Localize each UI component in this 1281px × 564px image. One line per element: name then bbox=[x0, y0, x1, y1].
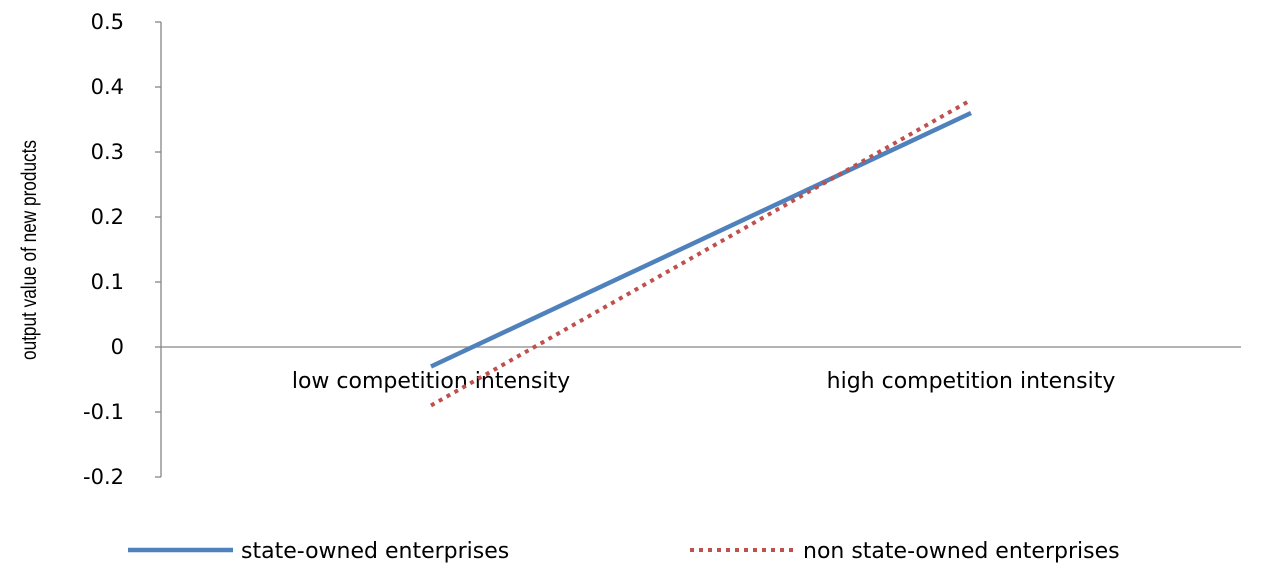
y-tick-label: 0.2 bbox=[91, 205, 124, 229]
legend: state-owned enterprises non state-owned e… bbox=[128, 539, 1120, 564]
y-tick-label: 0.3 bbox=[91, 140, 124, 164]
y-axis-title: output value of new products bbox=[19, 140, 42, 360]
y-tick-label: -0.1 bbox=[83, 400, 124, 424]
y-tick-label: 0.5 bbox=[91, 10, 124, 34]
legend-label-1: state-owned enterprises bbox=[241, 539, 509, 564]
series-line-2 bbox=[430, 98, 972, 408]
y-tick-label: 0.4 bbox=[91, 75, 124, 99]
y-tick-label: 0 bbox=[111, 335, 124, 359]
series-layer bbox=[430, 98, 972, 408]
x-category-label: low competition intensity bbox=[292, 369, 570, 394]
y-tick-label: 0.1 bbox=[91, 270, 124, 294]
x-category-label: high competition intensity bbox=[827, 369, 1116, 394]
y-axis-ticks: 0.5 0.4 0.3 0.2 0.1 0 -0.1 -0.2 bbox=[83, 10, 161, 489]
legend-label-2: non state-owned enterprises bbox=[803, 539, 1120, 564]
x-axis-category-labels: low competition intensity high competitio… bbox=[292, 369, 1116, 394]
y-tick-label: -0.2 bbox=[83, 465, 124, 489]
series-line-1 bbox=[430, 110, 972, 369]
